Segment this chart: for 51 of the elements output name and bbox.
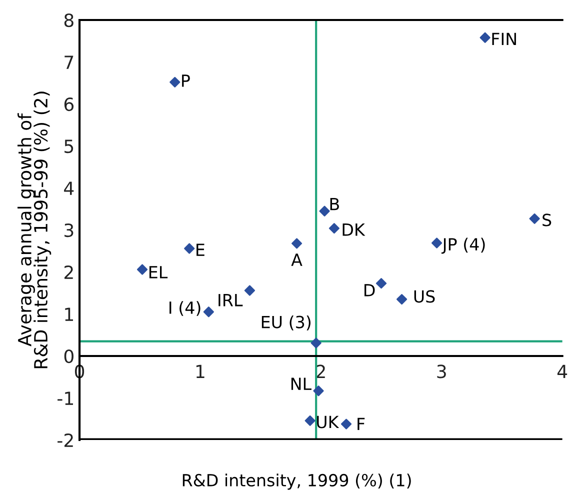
- annotation: FIN: [492, 32, 516, 46]
- y-tick-label: 5: [64, 140, 74, 154]
- annotation: D: [364, 284, 375, 296]
- x-tick-label: 2: [316, 364, 325, 378]
- annotation: UK: [317, 416, 340, 428]
- point: [313, 386, 324, 396]
- annotation: JP (4): [441, 238, 485, 254]
- y-tick-label: 4: [64, 182, 74, 195]
- point: [319, 206, 330, 216]
- annotation: I (4): [170, 301, 200, 316]
- annotation: F: [358, 418, 365, 430]
- y-tick-label: 2: [64, 265, 73, 279]
- point: [170, 76, 180, 88]
- point: [184, 243, 195, 254]
- annotation: EL: [149, 266, 168, 278]
- annotation: EU (3): [262, 315, 310, 330]
- y-tick-label: 6: [64, 97, 74, 112]
- point: [480, 32, 490, 43]
- y-tick-label: 0: [64, 349, 74, 364]
- annotation: IRL: [218, 294, 243, 306]
- y-axis-title: Average annual growth of R&D intensity, 1995-99 (%) (2): [18, 92, 52, 368]
- annotation: NL: [291, 378, 312, 390]
- annotation: DK: [342, 224, 366, 236]
- point: [376, 278, 387, 289]
- point: [396, 294, 408, 305]
- point: [304, 415, 316, 426]
- point: [136, 264, 148, 275]
- annotation: US: [414, 290, 435, 303]
- y-tick-label: 8: [64, 13, 74, 28]
- annotation: A: [291, 254, 302, 266]
- point: [340, 418, 352, 430]
- point: [529, 213, 540, 224]
- annotation: P: [182, 74, 190, 87]
- annotation: B: [330, 198, 339, 210]
- point: [244, 285, 256, 296]
- x-tick-label: 3: [437, 364, 446, 378]
- annotation: E: [196, 244, 204, 256]
- y-tick-label: -1: [58, 392, 73, 405]
- x-tick-label: 4: [557, 364, 568, 378]
- point: [310, 338, 322, 348]
- y-tick-label: -2: [58, 433, 73, 447]
- point: [203, 306, 214, 318]
- point: [328, 223, 340, 234]
- y-tick-label: 3: [64, 223, 74, 238]
- x-axis-title: R&D intensity, 1999 (%) (1): [182, 474, 411, 490]
- point: [431, 238, 442, 248]
- point: [291, 238, 302, 249]
- annotation: S: [542, 214, 552, 226]
- x-tick-label: 1: [196, 364, 204, 378]
- y-tick-label: 1: [65, 308, 73, 321]
- y-tick-label: 7: [64, 56, 74, 69]
